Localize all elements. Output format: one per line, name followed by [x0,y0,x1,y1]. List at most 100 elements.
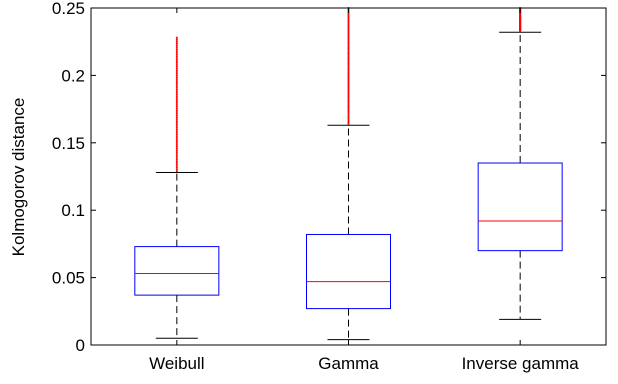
outlier-mark [347,13,350,16]
outlier-mark [175,109,178,112]
outlier-mark [347,28,350,31]
y-tick-label: 0.1 [61,201,85,220]
y-tick-label: 0 [76,336,85,355]
outlier-mark [175,92,178,94]
outlier-mark [175,97,178,100]
y-tick-label: 0.2 [61,66,85,85]
x-tick-label: Inverse gamma [462,354,580,373]
outlier-mark [347,91,350,94]
outlier-mark [347,68,350,71]
outlier-mark [347,41,350,44]
outlier-mark [175,52,178,54]
outlier-mark [175,160,178,163]
outlier-mark [347,65,350,67]
outlier-mark [175,86,178,89]
outlier-mark [347,35,350,38]
outlier-mark [175,38,178,41]
x-tick-label: Gamma [318,354,379,373]
outlier-mark [175,162,178,165]
outlier-mark [347,26,350,29]
outlier-mark [347,71,350,74]
outlier-mark [175,88,178,91]
outlier-mark [347,45,350,47]
outlier-mark [347,18,350,21]
outlier-mark [175,164,178,167]
outlier-mark [175,76,178,79]
outlier-mark [175,168,178,171]
outlier-mark [175,137,178,140]
outlier-mark [175,122,178,125]
outlier-mark [175,126,178,129]
outlier-mark [175,135,178,138]
outlier-mark [175,128,178,131]
outlier-mark [347,17,350,19]
outlier-mark [175,170,178,173]
outlier-mark [175,130,178,132]
y-tick-label: 0.15 [52,134,85,153]
outlier-mark [175,153,178,155]
outlier-mark [175,48,178,50]
outlier-mark [347,36,350,39]
outlier-mark [347,116,350,119]
outlier-mark [175,46,178,49]
outlier-mark [175,101,178,104]
outlier-mark [347,88,350,91]
outlier-mark [175,118,178,121]
outlier-mark [175,141,178,144]
outlier-mark [175,67,178,70]
outlier-mark [175,120,178,123]
outlier-mark [347,96,350,99]
outlier-mark [175,53,178,56]
outlier-mark [347,98,350,100]
outlier-mark [175,147,178,150]
box-weibull [134,36,220,339]
outlier-mark [347,99,350,102]
outlier-mark [347,106,350,109]
outlier-mark [175,61,178,64]
outlier-mark [347,104,350,107]
outlier-mark [347,84,350,87]
outlier-mark [175,105,178,108]
outlier-mark [347,48,350,51]
y-tick-label: 0.25 [52,0,85,18]
interquartile-box [477,162,563,252]
outlier-mark [175,114,178,117]
outlier-mark [175,151,178,153]
outlier-mark [175,124,178,127]
outlier-mark [175,42,178,45]
outlier-mark [347,30,350,33]
outlier-mark [347,60,350,62]
outlier-mark [347,61,350,64]
outlier-mark [347,111,350,114]
outlier-mark [347,46,350,49]
outlier-mark [175,103,178,106]
outlier-mark [347,76,350,79]
outlier-mark [347,75,350,77]
outlier-mark [175,133,178,136]
outlier-mark [175,44,178,47]
outlier-mark [347,31,350,34]
outlier-mark [347,53,350,56]
axes: Weibull Gamma Inverse gamma 0 0.05 0.1 0.15 0.2… [52,0,607,373]
outlier-mark [347,93,350,96]
outlier-mark [347,113,350,115]
outlier-mark [175,82,178,85]
outlier-mark [175,40,178,43]
outlier-mark [347,25,350,28]
outlier-mark [175,99,178,102]
outlier-mark [347,56,350,59]
box-gamma [306,7,391,341]
outlier-mark [347,70,350,72]
outlier-mark [347,50,350,52]
outlier-mark [175,107,178,110]
outlier-mark [347,38,350,41]
outlier-mark [175,74,178,77]
outlier-mark [175,95,178,98]
outlier-mark [347,63,350,66]
outlier-mark [175,90,178,92]
outlier-mark [175,145,178,148]
outlier-mark [347,23,350,26]
outlier-mark [347,94,350,97]
outlier-mark [347,55,350,57]
